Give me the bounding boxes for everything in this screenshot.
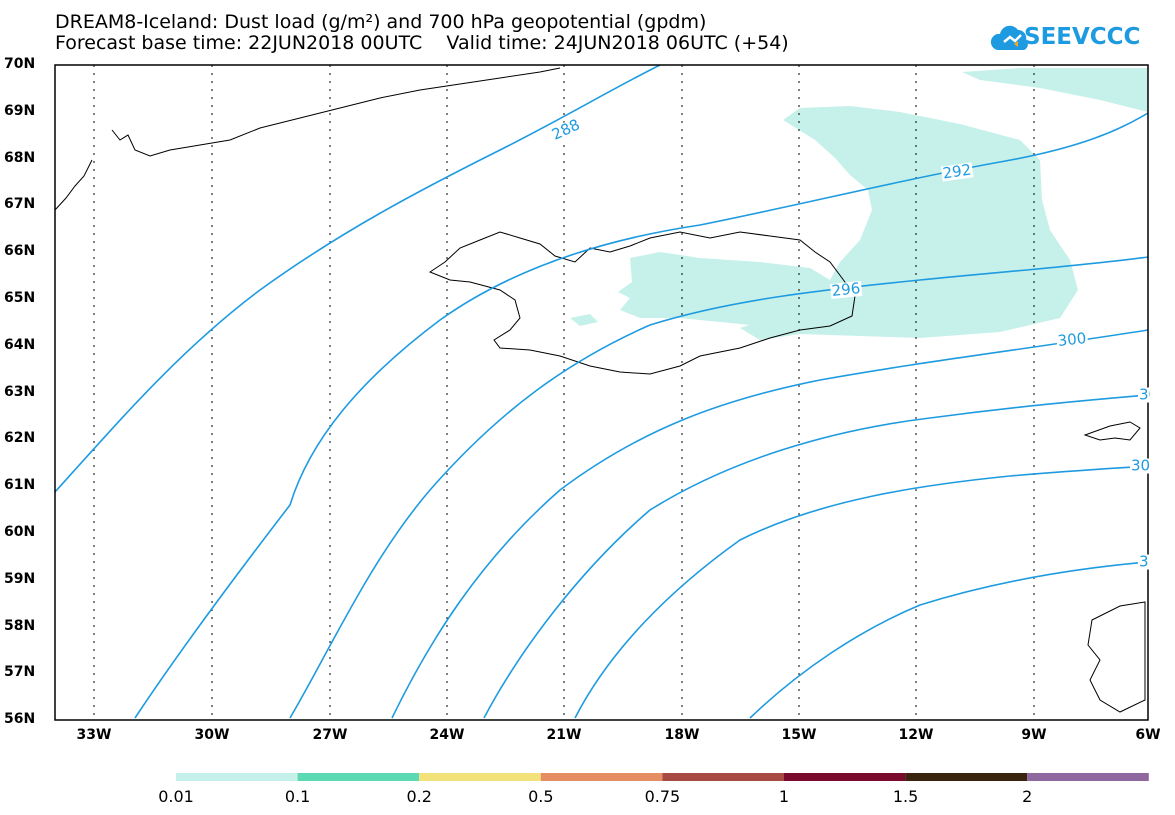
- colorbar-label: 0.2: [406, 787, 432, 806]
- lon-label: 21W: [546, 727, 582, 743]
- contour-label: 308: [1130, 458, 1150, 474]
- lat-label: 65N: [4, 290, 36, 306]
- lat-label: 59N: [4, 570, 36, 587]
- colorbar-label: 1.5: [892, 787, 919, 806]
- colorbar-segment: [662, 773, 784, 781]
- colorbar-segment: [1027, 773, 1149, 781]
- colorbar: [176, 773, 1149, 781]
- lon-label: 15W: [781, 727, 817, 743]
- colorbar-label: 0.1: [284, 787, 311, 806]
- colorbar-segment: [419, 773, 541, 781]
- map-title: DREAM8-Iceland: Dust load (g/m²) and 700…: [55, 11, 707, 33]
- colorbar-segment: [540, 773, 663, 781]
- lon-label: 9W: [1021, 727, 1047, 743]
- lat-label: 58N: [4, 617, 36, 634]
- contour-label: 296: [829, 279, 863, 300]
- lon-label: 33W: [76, 727, 112, 743]
- logo-text: SEEVCCC: [1024, 24, 1141, 50]
- geopotential-contours: [54, 64, 1149, 719]
- colorbar-label: 0.01: [158, 787, 194, 806]
- lon-label: 30W: [194, 727, 230, 743]
- contour-label: 312: [1138, 554, 1150, 570]
- colorbar-label: 2: [1022, 787, 1033, 806]
- lat-label: 68N: [4, 149, 36, 166]
- colorbar-segment: [176, 773, 298, 781]
- contour-label: 300: [1055, 329, 1089, 350]
- contour-label: 292: [940, 160, 974, 183]
- lat-label: 63N: [4, 383, 36, 400]
- colorbar-segment: [784, 773, 906, 781]
- map-subtitle: Forecast base time: 22JUN2018 00UTC Vali…: [55, 32, 789, 54]
- lat-label: 62N: [4, 430, 36, 447]
- lon-label: 27W: [312, 727, 348, 743]
- lat-label: 67N: [4, 196, 36, 213]
- cloud-logo-icon: [990, 25, 1028, 50]
- lon-label: 12W: [898, 727, 934, 743]
- lat-label: 56N: [4, 711, 36, 728]
- colorbar-label: 0.75: [644, 787, 681, 806]
- colorbar-segment: [905, 773, 1028, 781]
- lat-label: 60N: [4, 524, 36, 540]
- contour-label: 304: [1138, 387, 1150, 403]
- colorbar-label: 0.5: [528, 787, 554, 806]
- dust-load-area: [570, 68, 1148, 340]
- colorbar-segment: [297, 773, 420, 781]
- lon-label: 24W: [429, 727, 465, 743]
- lon-label: 6W: [1135, 727, 1161, 743]
- lon-label: 18W: [664, 727, 700, 743]
- lat-label: 69N: [4, 102, 36, 119]
- lat-label: 64N: [4, 336, 36, 353]
- lat-label: 70N: [4, 56, 36, 72]
- lat-label: 66N: [4, 243, 36, 260]
- colorbar-label: 1: [778, 787, 790, 806]
- lat-label: 57N: [4, 664, 36, 681]
- lat-label: 61N: [4, 477, 36, 494]
- lat-lon-grid: [93, 65, 1035, 720]
